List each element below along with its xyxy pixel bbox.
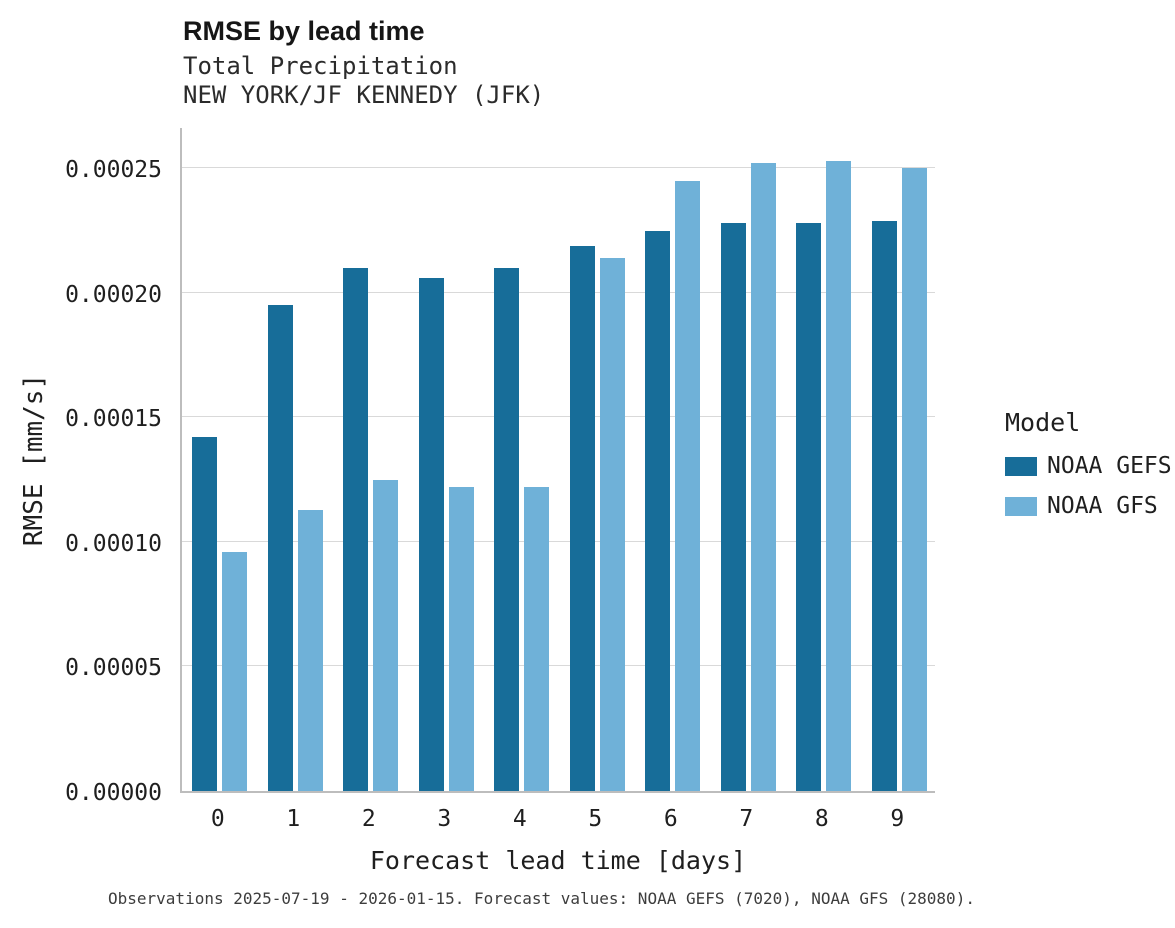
plot-area [180, 128, 935, 793]
gridline [182, 291, 935, 293]
y-tick-label: 0.00010 [65, 530, 162, 557]
bar-noaa-gefs [192, 437, 218, 791]
legend-title: Model [1005, 408, 1081, 437]
bar-noaa-gefs [418, 277, 444, 791]
bar-noaa-gefs [343, 267, 369, 791]
chart-subtitle-variable: Total Precipitation [183, 52, 458, 80]
gridline [182, 416, 935, 418]
x-tick-label: 2 [361, 806, 376, 832]
legend-item: NOAA GEFS [1005, 453, 1172, 479]
legend-items: NOAA GEFS NOAA GFS [1005, 453, 1172, 519]
y-tick-label: 0.00025 [65, 157, 162, 184]
y-tick-label: 0.00020 [65, 281, 162, 308]
bar-noaa-gfs [222, 551, 248, 791]
chart-subtitle-station: NEW YORK/JF KENNEDY (JFK) [183, 81, 545, 109]
chart-title: RMSE by lead time [183, 16, 425, 46]
bar-noaa-gefs [796, 223, 822, 791]
legend-item: NOAA GFS [1005, 493, 1172, 519]
bar-noaa-gfs [750, 163, 776, 791]
bar-noaa-gfs [675, 180, 701, 791]
x-axis-label: Forecast lead time [days] [369, 846, 747, 875]
x-tick-label: 1 [286, 806, 301, 832]
caption-observations: Observations 2025-07-19 - 2026-01-15. Fo… [108, 889, 975, 908]
x-tick-label: 8 [814, 806, 829, 832]
y-axis-label: RMSE [mm/s] [19, 373, 49, 547]
x-tick-label: 4 [512, 806, 527, 832]
legend-label: NOAA GEFS [1047, 453, 1172, 479]
bar-noaa-gfs [599, 258, 625, 791]
bar-noaa-gfs [524, 487, 550, 791]
legend: Model NOAA GEFS NOAA GFS [1005, 408, 1172, 533]
legend-label: NOAA GFS [1047, 493, 1158, 519]
bar-noaa-gefs [494, 267, 520, 791]
bar-noaa-gefs [871, 220, 897, 791]
x-tick-label: 0 [210, 806, 225, 832]
bar-noaa-gefs [569, 245, 595, 791]
x-tick-label: 5 [588, 806, 603, 832]
y-tick-label: 0.00000 [65, 780, 162, 806]
x-tick-label: 3 [437, 806, 452, 832]
bar-noaa-gfs [826, 160, 852, 791]
x-tick-label: 7 [739, 806, 754, 832]
gridline [182, 665, 935, 667]
y-tick-label: 0.00015 [65, 406, 162, 433]
x-tick-label: 6 [663, 806, 678, 832]
legend-swatch [1005, 456, 1037, 476]
legend-swatch [1005, 496, 1037, 516]
gridline [182, 540, 935, 542]
bar-noaa-gefs [645, 230, 671, 791]
bar-noaa-gefs [267, 305, 293, 791]
y-tick-label: 0.00005 [65, 655, 162, 682]
bar-noaa-gfs [901, 168, 927, 791]
bar-noaa-gfs [373, 479, 399, 791]
bar-noaa-gfs [448, 487, 474, 791]
gridline [182, 167, 935, 169]
x-tick-label: 9 [890, 806, 905, 832]
bar-noaa-gfs [297, 509, 323, 791]
bar-noaa-gefs [720, 223, 746, 791]
